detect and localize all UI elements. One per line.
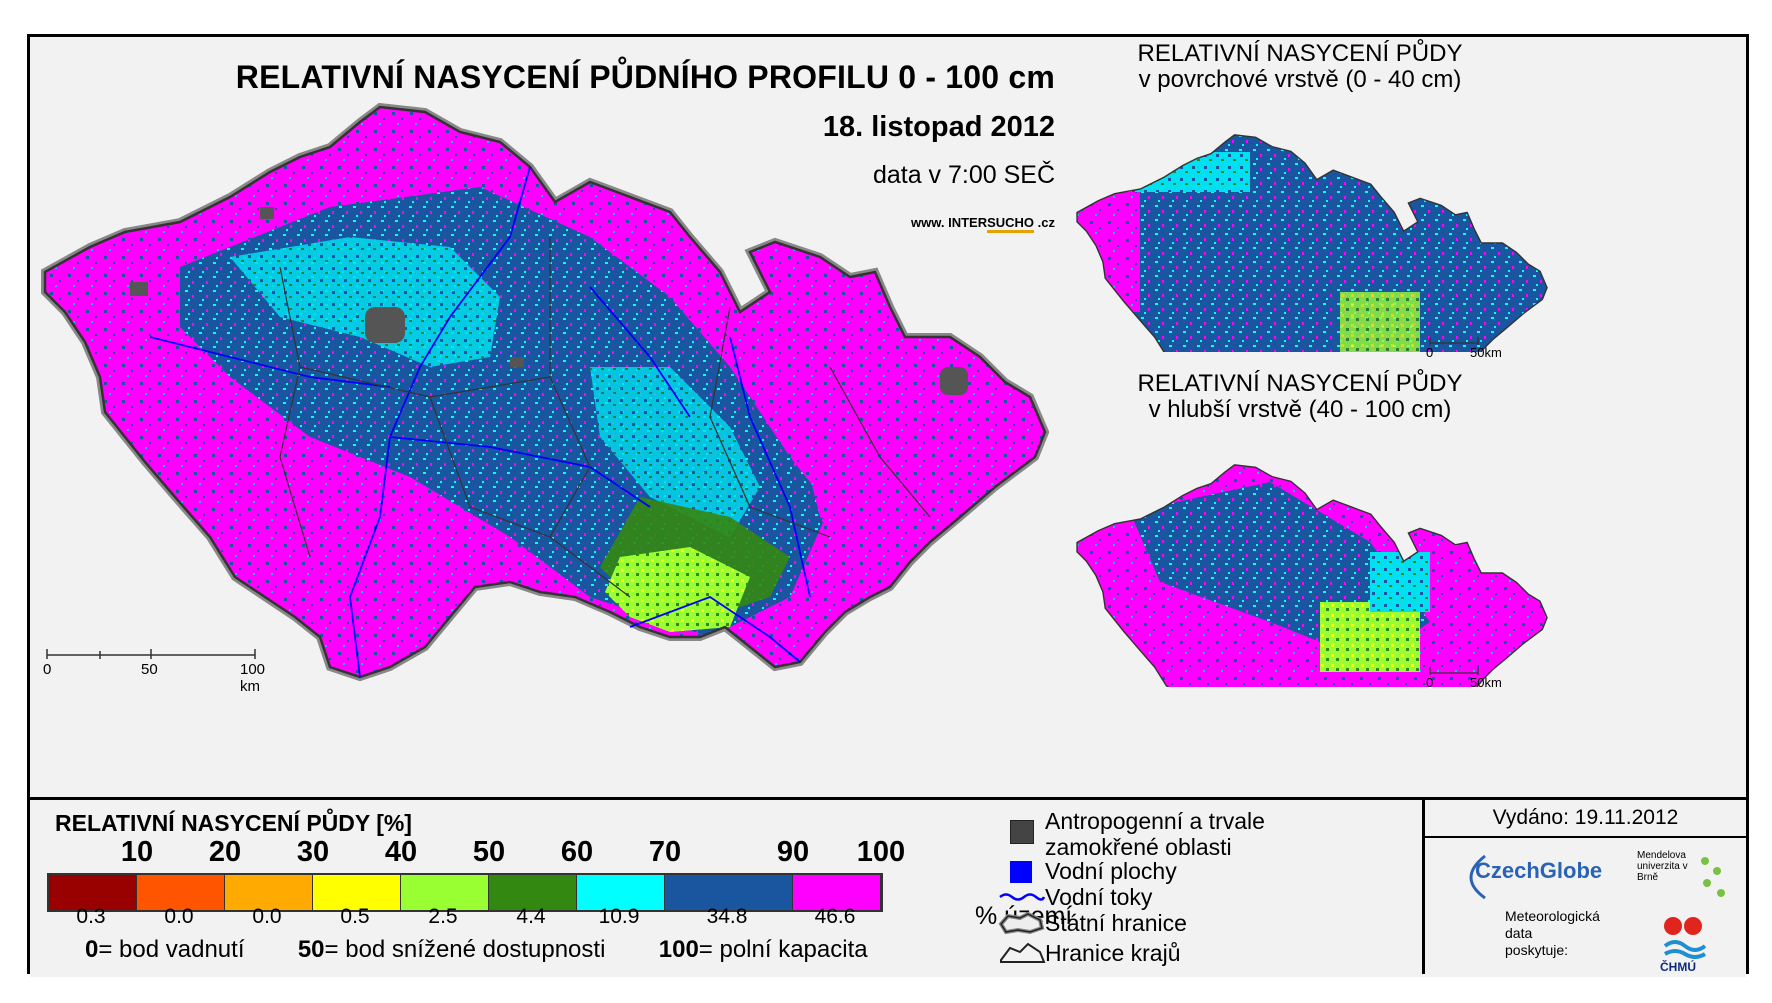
map-frame: RELATIVNÍ NASYCENÍ PŮDNÍHO PROFILU 0 - 1… bbox=[27, 34, 1749, 977]
legend-panel: RELATIVNÍ NASYCENÍ PŮDY [%] 10 20 30 40 50 60… bbox=[30, 797, 1746, 977]
legend-class-percent: 0.0 bbox=[252, 905, 282, 928]
inset-top-map bbox=[1075, 133, 1549, 352]
legend-tick-label: 60 bbox=[560, 836, 594, 868]
inset-bottom-title: RELATIVNÍ NASYCENÍ PŮDY v hlubší vrstvě (… bbox=[1137, 370, 1463, 423]
issue-panel: Vydáno: 19.11.2012 CzechGlobe Mendelova … bbox=[1422, 797, 1746, 974]
data-time: data v 7:00 SEČ bbox=[872, 161, 1055, 189]
inset-bottom-scale: 0 50km bbox=[1426, 665, 1508, 695]
czechglobe-label: CzechGlobe bbox=[1475, 858, 1603, 883]
legend-tick-label: 30 bbox=[296, 836, 330, 868]
mendel-label: Mendelova univerzita v Brně bbox=[1637, 850, 1688, 883]
legend-class-percent: 4.4 bbox=[516, 905, 546, 928]
legend-tick-label: 90 bbox=[776, 836, 810, 868]
legend-class-percent: 34.8 bbox=[706, 905, 748, 928]
chmu-logo bbox=[1663, 917, 1707, 959]
mendel-logo bbox=[1701, 857, 1725, 897]
legend-colorbar bbox=[47, 873, 883, 912]
legend-class-swatch bbox=[225, 875, 313, 910]
legend-tick-label: 40 bbox=[384, 836, 418, 868]
water-symbol bbox=[1010, 861, 1032, 883]
legend-class-percent: 0.5 bbox=[340, 905, 370, 928]
inset-top-scale: 0 50km bbox=[1426, 335, 1508, 365]
legend-tick-label: 20 bbox=[208, 836, 242, 868]
legend-tick-label: 100 bbox=[856, 836, 906, 868]
legend-title: RELATIVNÍ NASYCENÍ PŮDY [%] bbox=[55, 810, 412, 836]
legend-class-percent: 0.3 bbox=[76, 905, 106, 928]
chmu-label: ČHMÚ bbox=[1660, 960, 1696, 974]
river-symbol bbox=[999, 893, 1046, 901]
meteo-note: Meteorologická data poskytuje: bbox=[1505, 908, 1600, 958]
legend-class-swatch bbox=[665, 875, 793, 910]
legend-class-swatch bbox=[577, 875, 665, 910]
region-border-symbol bbox=[1000, 942, 1046, 963]
legend-class-percent: 10.9 bbox=[598, 905, 640, 928]
legend-class-swatch bbox=[401, 875, 489, 910]
legend-class-swatch bbox=[313, 875, 401, 910]
czechglobe-logo bbox=[1469, 854, 1486, 900]
inset-top-title: RELATIVNÍ NASYCENÍ PŮDY v povrchové vrstv… bbox=[1137, 40, 1463, 93]
legend-tick-label: 70 bbox=[648, 836, 682, 868]
state-border-symbol bbox=[998, 911, 1045, 935]
legend-definitions: 0= bod vadnutí 50= bod snížené dostupnos… bbox=[85, 936, 868, 963]
main-scale-bar: 0 50 100 km bbox=[43, 645, 285, 695]
main-map bbox=[30, 37, 1150, 777]
legend-tick-label: 10 bbox=[120, 836, 154, 868]
website-label: www. INTERSUCHO .cz bbox=[830, 215, 1055, 233]
legend-tick-label: 50 bbox=[472, 836, 506, 868]
map-date: 18. listopad 2012 bbox=[822, 111, 1055, 143]
wetland-symbol bbox=[1010, 820, 1034, 844]
main-title: RELATIVNÍ NASYCENÍ PŮDNÍHO PROFILU 0 - 1… bbox=[235, 59, 1055, 95]
legend-class-percent: 46.6 bbox=[814, 905, 856, 928]
legend-class-percent: 0.0 bbox=[164, 905, 194, 928]
issue-date: Vydáno: 19.11.2012 bbox=[1425, 806, 1746, 838]
inset-bottom-map bbox=[1075, 463, 1549, 687]
legend-class-swatch bbox=[137, 875, 225, 910]
legend-class-swatch bbox=[49, 875, 137, 910]
legend-class-swatch bbox=[489, 875, 577, 910]
legend-class-swatch bbox=[793, 875, 881, 910]
legend-class-percent: 2.5 bbox=[428, 905, 458, 928]
